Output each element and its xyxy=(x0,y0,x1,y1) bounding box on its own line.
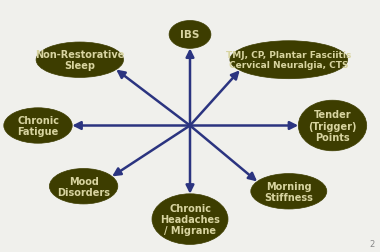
Ellipse shape xyxy=(36,43,124,78)
Ellipse shape xyxy=(251,174,327,209)
Text: Morning
Stiffness: Morning Stiffness xyxy=(264,181,313,202)
Ellipse shape xyxy=(298,101,367,151)
Text: 2: 2 xyxy=(370,239,375,248)
Text: Chronic
Fatigue: Chronic Fatigue xyxy=(17,115,59,137)
Ellipse shape xyxy=(152,194,228,244)
Ellipse shape xyxy=(230,42,348,79)
Text: Chronic
Headaches
/ Migrane: Chronic Headaches / Migrane xyxy=(160,203,220,235)
Text: Non-Restorative
Sleep: Non-Restorative Sleep xyxy=(35,50,125,71)
Ellipse shape xyxy=(169,21,211,49)
Ellipse shape xyxy=(4,108,72,144)
Text: Mood
Disorders: Mood Disorders xyxy=(57,176,110,197)
Text: Tender
(Trigger)
Points: Tender (Trigger) Points xyxy=(308,110,357,142)
Text: IBS: IBS xyxy=(180,30,200,40)
Ellipse shape xyxy=(49,169,118,204)
Text: TMJ, CP, Plantar Fasciitis
Cervical Neuralgia, CTS: TMJ, CP, Plantar Fasciitis Cervical Neur… xyxy=(226,51,352,70)
